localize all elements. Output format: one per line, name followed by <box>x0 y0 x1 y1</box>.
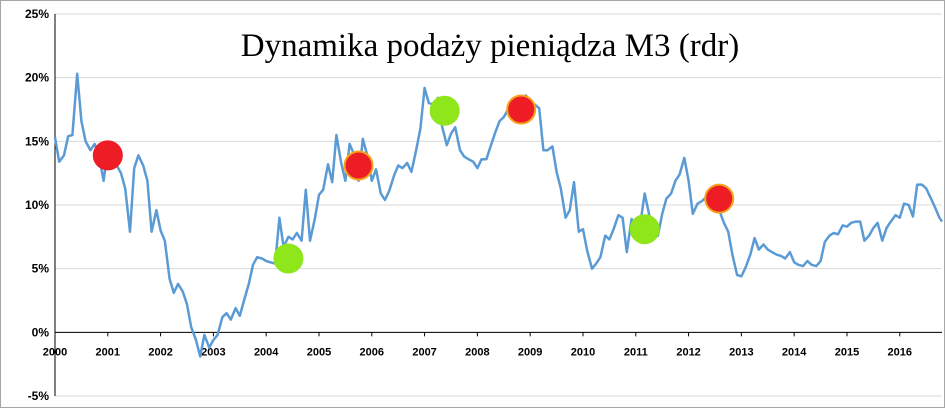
highlight-marker <box>92 140 123 171</box>
x-tick-label: 2004 <box>254 346 279 358</box>
y-tick-label: -5% <box>28 389 50 403</box>
highlight-marker <box>506 94 537 125</box>
y-tick-label: 0% <box>32 325 50 339</box>
highlight-marker <box>704 183 735 214</box>
x-tick-label: 2015 <box>835 346 859 358</box>
markers-layer <box>92 94 735 274</box>
x-tick-label: 2005 <box>307 346 331 358</box>
x-tick-label: 2003 <box>201 346 225 358</box>
x-tick-label: 2007 <box>412 346 436 358</box>
x-tick-label: 2009 <box>518 346 542 358</box>
x-tick-label: 2008 <box>465 346 489 358</box>
x-tick-label: 2006 <box>360 346 384 358</box>
chart-title: Dynamika podaży pieniądza M3 (rdr) <box>241 28 739 64</box>
highlight-marker <box>629 214 660 245</box>
highlight-marker <box>273 243 304 274</box>
y-tick-label: 10% <box>25 198 49 212</box>
axes: -5% 0% 5% 10% 15% 20% 25% 2000 2001 2002 2003 2004 2… <box>25 7 942 403</box>
x-tick-label: 2002 <box>148 346 172 358</box>
x-tick-label: 2011 <box>624 346 648 358</box>
highlight-marker <box>343 150 374 181</box>
y-tick-label: 15% <box>25 134 49 148</box>
x-tick-label: 2000 <box>43 346 67 358</box>
y-tick-label: 5% <box>32 262 50 276</box>
x-tick-label: 2013 <box>729 346 753 358</box>
series-line <box>53 72 944 358</box>
x-tick-label: 2012 <box>676 346 700 358</box>
highlight-marker <box>429 95 460 126</box>
y-tick-label: 25% <box>25 7 49 21</box>
x-tick-label: 2014 <box>782 346 807 358</box>
series-layer <box>53 72 944 358</box>
x-tick-label: 2001 <box>96 346 120 358</box>
y-tick-label: 20% <box>25 71 49 85</box>
x-tick-label: 2016 <box>888 346 912 358</box>
x-tick-label: 2010 <box>571 346 595 358</box>
